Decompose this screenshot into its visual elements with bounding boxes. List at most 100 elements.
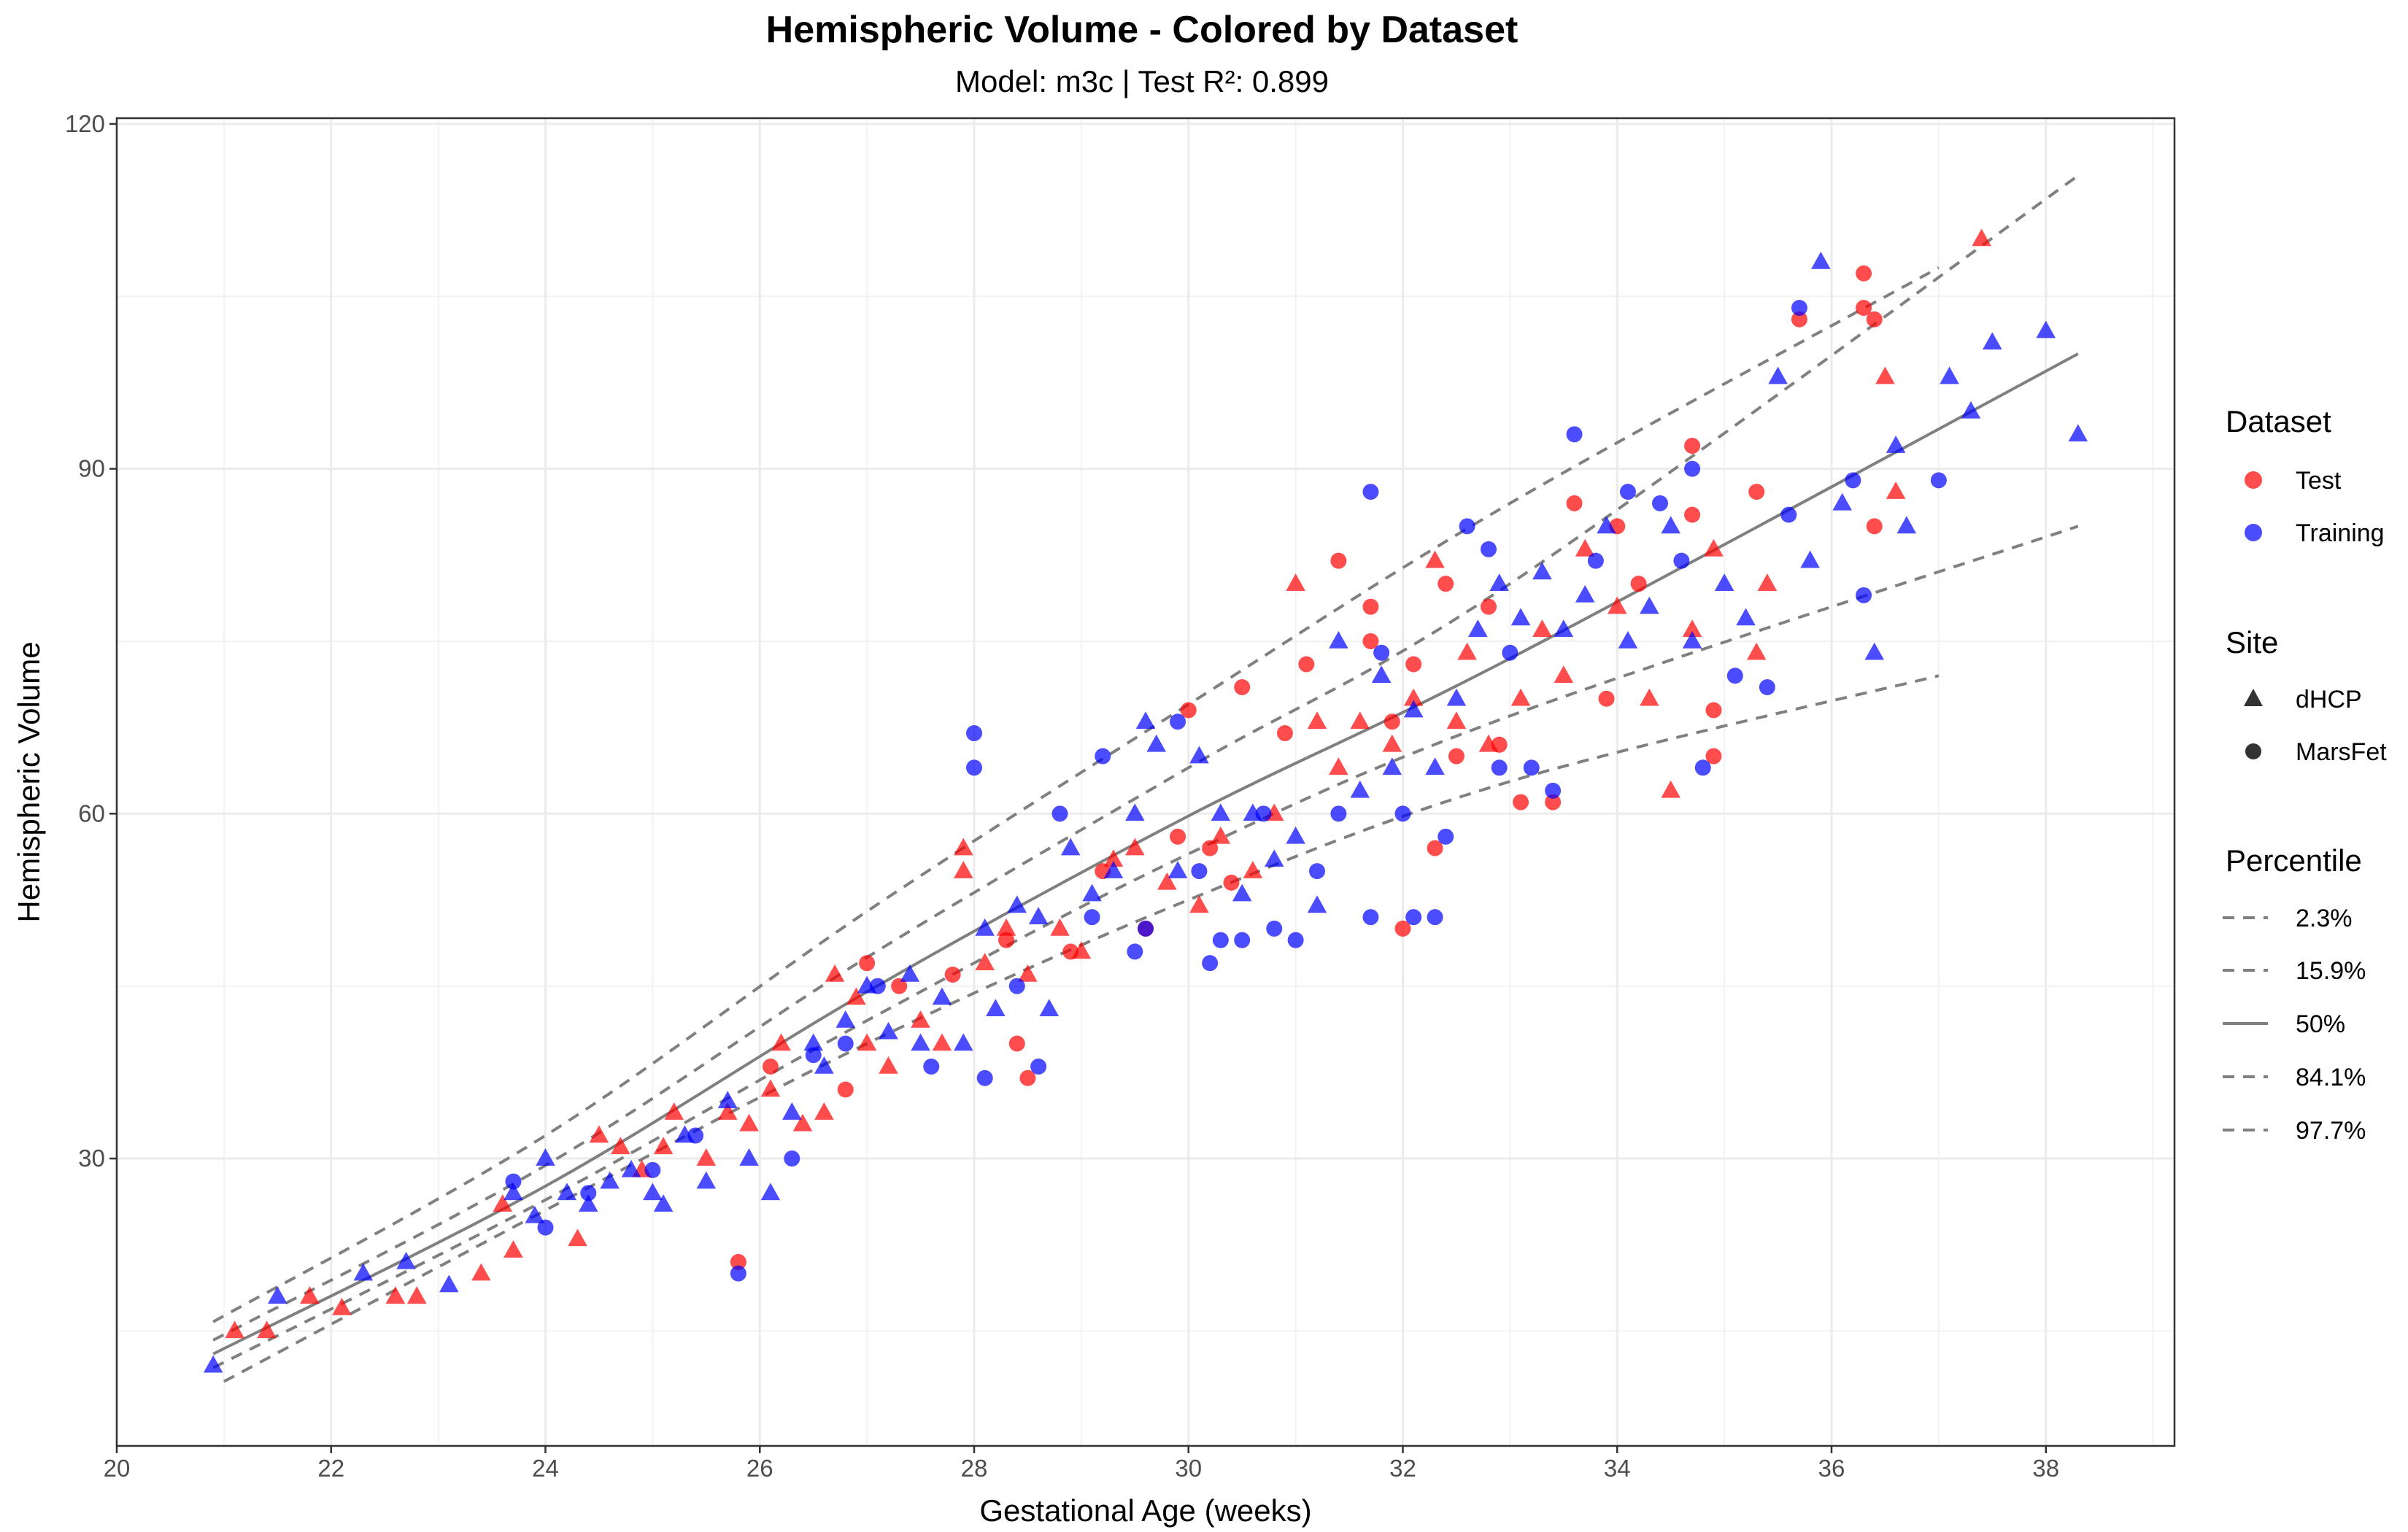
point-training-dhcp — [1468, 619, 1488, 638]
point-training-marsfet — [1491, 759, 1508, 776]
point-training-dhcp — [911, 1033, 930, 1051]
x-axis-title: Gestational Age (weeks) — [979, 1493, 1311, 1528]
point-training-marsfet — [1652, 495, 1668, 511]
point-test-marsfet — [1062, 943, 1079, 960]
point-training-marsfet — [1856, 587, 1872, 603]
point-training-marsfet — [1673, 552, 1690, 569]
point-training-dhcp — [1329, 630, 1348, 649]
point-test-marsfet — [1223, 874, 1240, 891]
point-training-dhcp — [1532, 562, 1552, 580]
point-test-dhcp — [739, 1113, 759, 1131]
point-training-dhcp — [1446, 688, 1467, 706]
point-training-dhcp — [557, 1183, 577, 1201]
point-training-dhcp — [1640, 596, 1659, 614]
point-test-dhcp — [1554, 665, 1574, 684]
point-training-dhcp — [1736, 608, 1756, 626]
point-test-marsfet — [1684, 506, 1701, 523]
point-test-marsfet — [1405, 656, 1422, 673]
legend-training-swatch — [2245, 524, 2262, 541]
point-training-marsfet — [1545, 782, 1562, 799]
point-training-marsfet — [1845, 472, 1861, 489]
legend-p50-label: 50% — [2296, 1010, 2345, 1038]
point-test-marsfet — [1234, 679, 1251, 695]
point-test-dhcp — [879, 1056, 898, 1074]
point-test-dhcp — [503, 1240, 523, 1258]
x-tick-label: 36 — [1818, 1455, 1845, 1482]
point-training-dhcp — [1371, 665, 1392, 684]
point-test-dhcp — [1446, 711, 1467, 730]
y-tick-label: 60 — [78, 800, 105, 827]
x-tick-label: 30 — [1175, 1455, 1202, 1482]
point-training-marsfet — [1362, 909, 1379, 926]
point-training-dhcp — [600, 1171, 620, 1189]
x-tick-label: 28 — [961, 1455, 988, 1482]
point-test-dhcp — [1350, 711, 1370, 730]
data-points — [203, 228, 2088, 1373]
point-training-dhcp — [1682, 630, 1702, 649]
point-training-dhcp — [1028, 907, 1049, 924]
point-training-dhcp — [1082, 883, 1102, 902]
x-tick-label: 22 — [317, 1455, 344, 1482]
point-test-dhcp — [1682, 619, 1702, 638]
point-test-dhcp — [1103, 849, 1124, 867]
point-training-marsfet — [966, 759, 982, 776]
point-training-dhcp — [814, 1056, 834, 1074]
point-test-marsfet — [1748, 484, 1765, 500]
point-training-marsfet — [1481, 541, 1497, 557]
point-training-dhcp — [1146, 734, 1166, 752]
point-training-dhcp — [932, 987, 952, 1005]
legend-test-swatch — [2245, 471, 2262, 489]
point-test-dhcp — [1157, 872, 1177, 890]
point-test-marsfet — [1856, 300, 1872, 316]
point-test-marsfet — [944, 966, 961, 983]
point-training-marsfet — [687, 1127, 704, 1144]
point-test-marsfet — [1019, 1069, 1036, 1086]
point-test-marsfet — [1630, 576, 1647, 592]
point-training-marsfet — [1694, 759, 1711, 776]
percentile-line-2-3pct — [223, 674, 1940, 1383]
legend-dhcp-label: dHCP — [2296, 686, 2362, 713]
point-test-dhcp — [1532, 619, 1552, 638]
point-training-dhcp — [1189, 746, 1209, 764]
point-training-dhcp — [1307, 895, 1327, 913]
x-tick-label: 26 — [746, 1455, 773, 1482]
point-test-dhcp — [696, 1148, 717, 1166]
point-test-dhcp — [1972, 228, 1991, 247]
point-training-dhcp — [578, 1194, 598, 1212]
chart-title: Hemispheric Volume - Colored by Dataset — [766, 9, 1518, 51]
point-training-dhcp — [1286, 826, 1305, 844]
percentile-line-84-1pct — [212, 174, 2079, 1342]
point-training-dhcp — [1403, 700, 1424, 718]
point-test-marsfet — [1427, 840, 1443, 856]
point-test-dhcp — [1243, 861, 1263, 878]
legend-percentile: Percentile 2.3% 15.9% 50% 84.1% 97.7% — [2223, 843, 2366, 1145]
point-training-dhcp — [1125, 803, 1145, 821]
point-test-dhcp — [1875, 366, 1895, 384]
point-training-dhcp — [1896, 516, 1917, 534]
point-training-dhcp — [1832, 492, 1852, 511]
point-test-dhcp — [1050, 918, 1070, 936]
point-test-dhcp — [406, 1286, 427, 1304]
grid-major-lines — [115, 118, 2174, 1446]
point-training-marsfet — [1330, 805, 1347, 822]
point-test-dhcp — [857, 1033, 877, 1051]
point-training-dhcp — [1661, 516, 1680, 534]
legend-marsfet-label: MarsFet — [2296, 738, 2387, 766]
x-tick-label: 32 — [1389, 1455, 1416, 1482]
point-training-marsfet — [1191, 863, 1208, 880]
point-training-dhcp — [643, 1183, 663, 1201]
point-training-marsfet — [1523, 759, 1540, 776]
x-axis: 20 22 24 26 28 30 32 34 36 38 — [104, 1446, 2059, 1482]
y-tick-label: 120 — [65, 110, 105, 137]
legend-p16-label: 15.9% — [2296, 957, 2366, 985]
point-test-dhcp — [568, 1229, 587, 1247]
point-test-dhcp — [225, 1320, 244, 1339]
point-training-dhcp — [1768, 366, 1788, 384]
point-training-marsfet — [1780, 506, 1797, 523]
point-training-marsfet — [1502, 644, 1518, 661]
point-test-dhcp — [1189, 895, 1209, 913]
point-training-marsfet — [1566, 426, 1583, 443]
point-test-marsfet — [1394, 920, 1411, 937]
point-training-marsfet — [644, 1161, 661, 1178]
point-test-dhcp — [257, 1320, 277, 1339]
